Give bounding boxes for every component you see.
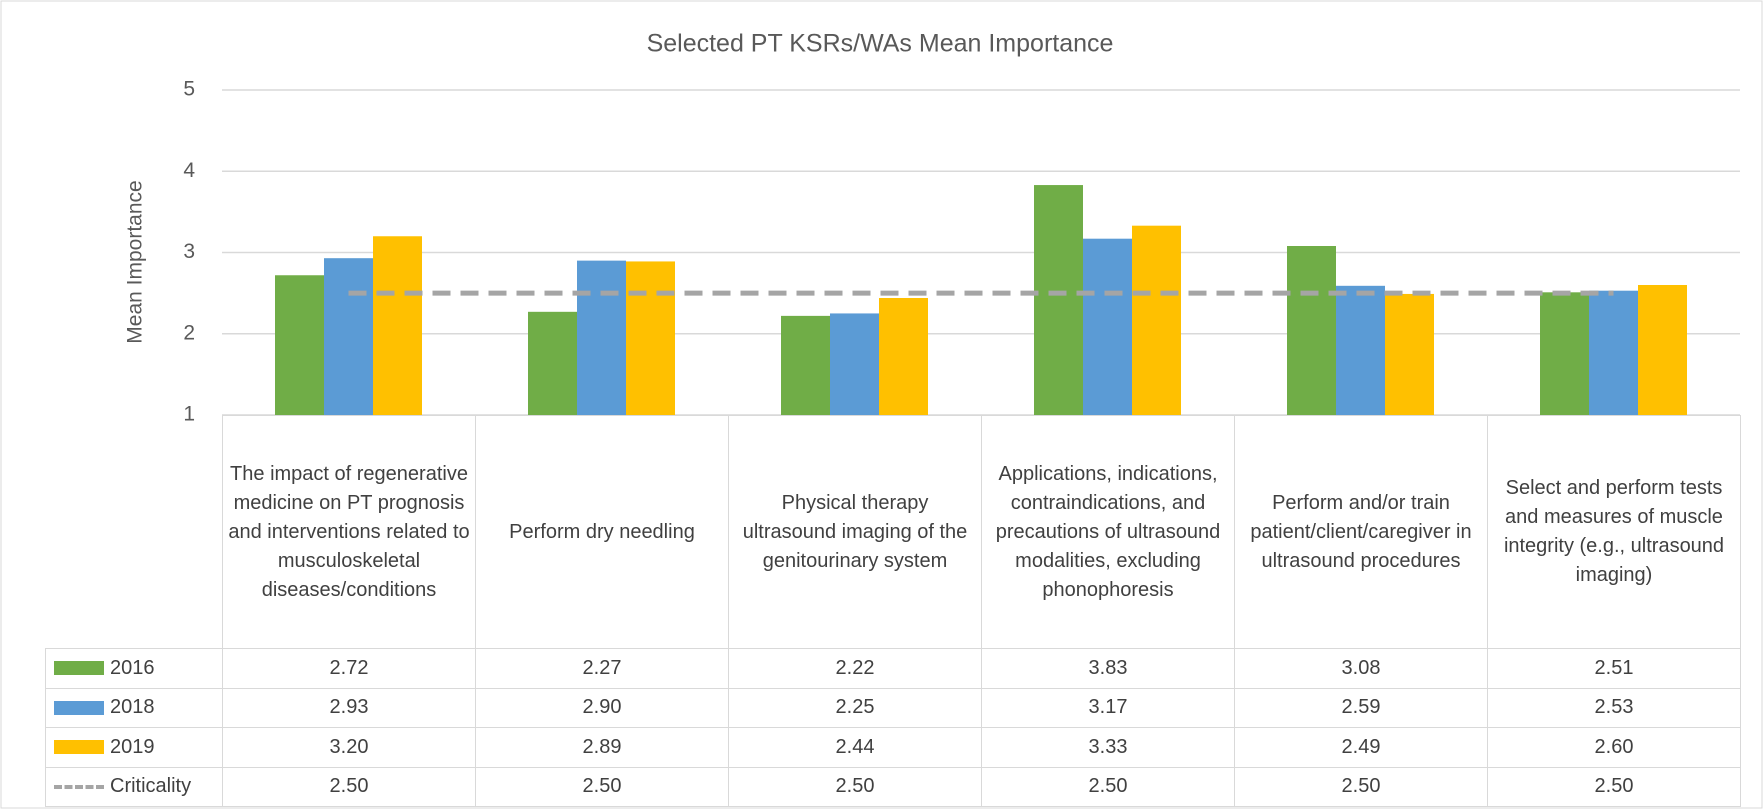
table-value: 2.50 (1234, 766, 1488, 807)
table-value: 2.22 (728, 648, 982, 689)
table-value: 2.53 (1487, 687, 1741, 728)
data-table: The impact of regenerative medicine on P… (45, 415, 1741, 807)
table-value: 3.83 (981, 648, 1235, 689)
bar (275, 275, 324, 415)
bar (781, 315, 830, 415)
bar (1540, 292, 1589, 415)
category-label: Perform and/or train patient/client/care… (1234, 415, 1488, 649)
table-value: 2.49 (1234, 727, 1488, 768)
bar (1083, 238, 1132, 415)
bar (1589, 290, 1638, 415)
table-value: 3.33 (981, 727, 1235, 768)
category-label: Perform dry needling (475, 415, 729, 649)
bar (1638, 285, 1687, 415)
legend-cell: 2016 (45, 648, 223, 689)
category-label: Select and perform tests and measures of… (1487, 415, 1741, 649)
bar (577, 260, 626, 415)
table-value: 2.50 (475, 766, 729, 807)
y-tick-label: 1 (183, 403, 195, 426)
table-value: 2.51 (1487, 648, 1741, 689)
table-value: 2.60 (1487, 727, 1741, 768)
legend-label: 2018 (110, 696, 155, 719)
legend-label: 2016 (110, 656, 155, 679)
table-value: 2.50 (1487, 766, 1741, 807)
legend-key (54, 740, 104, 755)
table-value: 3.08 (1234, 648, 1488, 689)
y-axis-label: Mean Importance (124, 180, 147, 343)
series-row: 2016 2.72 2.27 2.22 3.83 3.08 2.51 (45, 648, 1741, 689)
legend-key (54, 661, 104, 676)
table-value: 2.44 (728, 727, 982, 768)
legend-cell: Criticality (45, 766, 223, 807)
category-label: Physical therapy ultrasound imaging of t… (728, 415, 982, 649)
bar (528, 311, 577, 415)
y-tick-label: 2 (183, 321, 195, 344)
legend-label: 2019 (110, 735, 155, 758)
table-value: 2.25 (728, 687, 982, 728)
series-row: Criticality 2.50 2.50 2.50 2.50 2.50 2.50 (45, 766, 1741, 807)
bar (324, 258, 373, 415)
table-value: 3.20 (222, 727, 476, 768)
bar (1336, 285, 1385, 415)
y-tick-label: 3 (183, 240, 195, 263)
bar (879, 298, 928, 415)
bar (1385, 293, 1434, 415)
category-label: The impact of regenerative medicine on P… (222, 415, 476, 649)
table-value: 2.89 (475, 727, 729, 768)
table-value: 2.27 (475, 648, 729, 689)
table-value: 2.50 (981, 766, 1235, 807)
table-value: 2.72 (222, 648, 476, 689)
chart-title: Selected PT KSRs/WAs Mean Importance (647, 30, 1114, 58)
y-tick-label: 4 (183, 159, 195, 182)
header-row: The impact of regenerative medicine on P… (46, 415, 1741, 649)
bar (830, 313, 879, 415)
series-row: 2018 2.93 2.90 2.25 3.17 2.59 2.53 (45, 687, 1741, 728)
table-value: 2.90 (475, 687, 729, 728)
table-value: 2.50 (222, 766, 476, 807)
table-value: 2.59 (1234, 687, 1488, 728)
bar (1287, 246, 1336, 415)
bar (1132, 225, 1181, 415)
legend-cell: 2019 (45, 727, 223, 768)
legend-label: Criticality (110, 775, 192, 798)
table-value: 3.17 (981, 687, 1235, 728)
legend-cell: 2018 (45, 687, 223, 728)
category-label: Applications, indications, contraindicat… (981, 415, 1235, 649)
table-value: 2.93 (222, 687, 476, 728)
table-value: 2.50 (728, 766, 982, 807)
bar (626, 261, 675, 415)
legend-key (54, 700, 104, 715)
bar (373, 236, 422, 415)
blank-cell (46, 416, 223, 649)
bar (1034, 185, 1083, 415)
series-row: 2019 3.20 2.89 2.44 3.33 2.49 2.60 (45, 727, 1741, 768)
legend-key (54, 784, 104, 789)
y-tick-label: 5 (183, 78, 195, 101)
